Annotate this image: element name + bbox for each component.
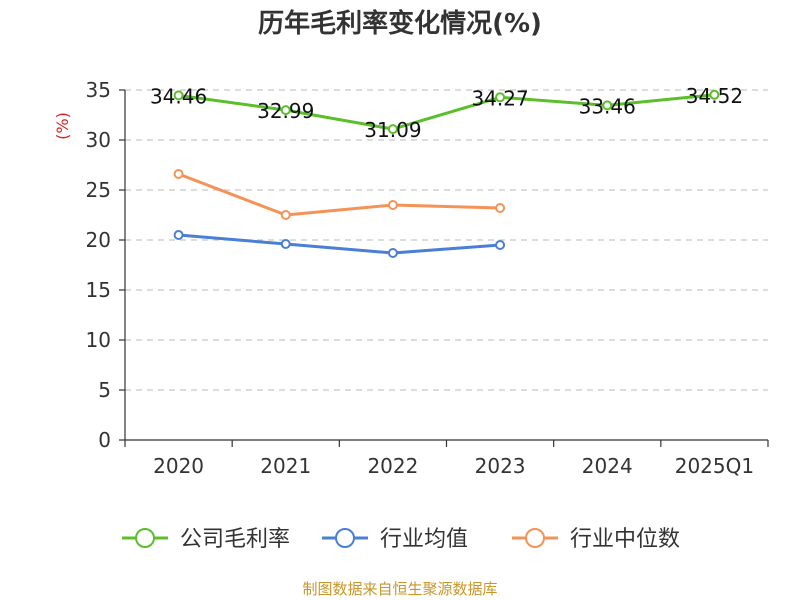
x-tick-label: 2024 (582, 454, 633, 478)
data-point (173, 90, 184, 101)
data-label: 34.27 (471, 86, 528, 110)
x-tick-label: 2025Q1 (675, 454, 754, 478)
data-point (495, 92, 506, 103)
y-tick-label: 35 (86, 78, 111, 102)
x-tick-label: 2023 (475, 454, 526, 478)
legend-label: 行业均值 (380, 527, 468, 552)
y-tick-label: 20 (86, 228, 111, 252)
legend-marker (135, 528, 155, 548)
series-line-0 (178, 93, 715, 131)
y-tick-label: 30 (86, 128, 111, 152)
y-tick-label: 25 (86, 178, 111, 202)
chart-title: 历年毛利率变化情况(%) (258, 8, 542, 39)
data-point (173, 230, 184, 240)
legend-marker (525, 528, 545, 548)
y-tick-label: 10 (86, 328, 111, 352)
y-tick-label: 15 (86, 278, 111, 302)
data-point (280, 210, 291, 220)
data-point (495, 240, 506, 250)
data-point (495, 203, 506, 213)
y-axis-label: (%) (53, 112, 72, 140)
data-label: 32.99 (257, 99, 314, 123)
y-tick-label: 5 (98, 378, 111, 402)
series-line-2 (178, 172, 501, 217)
data-point (387, 200, 398, 210)
data-point (280, 105, 291, 116)
data-point (387, 124, 398, 135)
x-tick-label: 2022 (367, 454, 418, 478)
legend: 公司毛利率 行业均值 行业中位数 (122, 527, 680, 552)
series-layer (173, 89, 720, 258)
data-point (280, 239, 291, 249)
data-point (387, 248, 398, 258)
axes: 0 5 10 15 20 25 30 35 2020 2021 2022 2023 2024 2025Q1 (86, 78, 769, 478)
data-labels: 34.46 32.99 31.09 34.27 33.46 34.52 (150, 84, 743, 142)
grid (125, 89, 768, 391)
data-label: 34.52 (686, 84, 743, 108)
legend-marker (335, 528, 355, 548)
data-point (709, 89, 720, 100)
legend-label: 行业中位数 (570, 527, 680, 552)
series-line-1 (178, 233, 501, 255)
legend-label: 公司毛利率 (180, 527, 290, 552)
data-label: 33.46 (579, 94, 636, 118)
source-note: 制图数据来自恒生聚源数据库 (302, 580, 497, 598)
data-label: 34.46 (150, 84, 207, 108)
data-label: 31.09 (364, 118, 421, 142)
y-tick-label: 0 (98, 428, 111, 452)
x-tick-label: 2021 (260, 454, 311, 478)
x-tick-label: 2020 (153, 454, 204, 478)
data-point (173, 169, 184, 179)
data-point (602, 100, 613, 111)
